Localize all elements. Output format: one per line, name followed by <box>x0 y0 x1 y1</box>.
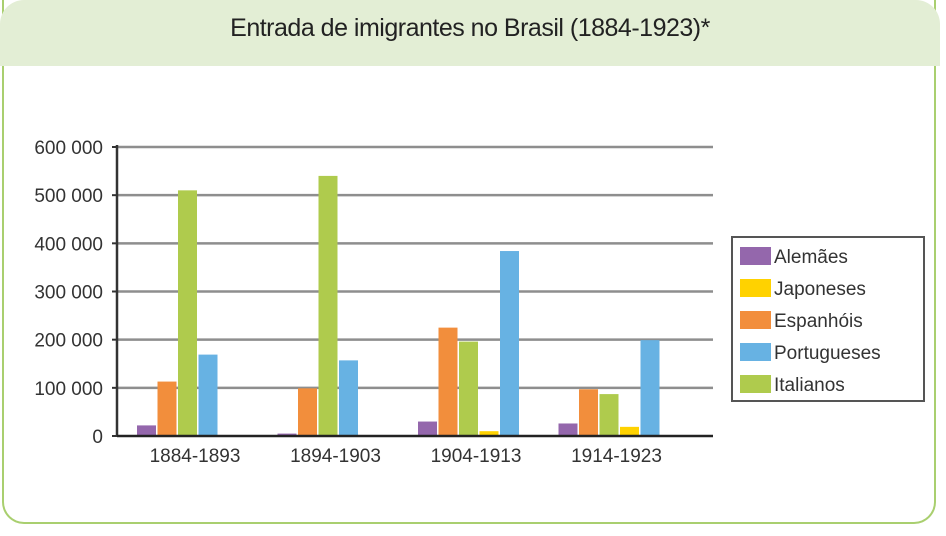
bar-alemães <box>418 421 437 436</box>
legend-label: Portugueses <box>774 343 881 364</box>
y-tick-label: 0 <box>92 427 103 448</box>
x-tick-label: 1884-1893 <box>150 446 241 467</box>
bar-alemães <box>558 423 578 436</box>
bar-italianos <box>318 175 338 436</box>
bar-italianos <box>178 190 197 436</box>
bar-italianos <box>599 394 619 436</box>
legend-label: Japoneses <box>774 279 866 300</box>
bar-portugueses <box>640 340 660 436</box>
legend-swatch <box>740 343 771 361</box>
y-tick-label: 300 000 <box>34 283 103 304</box>
y-tick-label: 200 000 <box>34 331 103 352</box>
legend-swatch <box>740 375 771 393</box>
y-tick-label: 500 000 <box>34 186 103 207</box>
legend-swatch <box>740 279 771 297</box>
legend-swatch <box>740 311 771 329</box>
bar-italianos <box>459 341 478 436</box>
chart-header: Entrada de imigrantes no Brasil (1884-19… <box>0 0 940 66</box>
x-tick-label: 1894-1903 <box>290 446 381 467</box>
bar-portugueses <box>500 251 519 436</box>
bar-portugueses <box>339 360 358 436</box>
y-tick-label: 100 000 <box>34 379 103 400</box>
bar-espanhóis <box>438 327 458 436</box>
legend-label: Espanhóis <box>774 311 863 332</box>
legend-label: Alemães <box>774 247 848 268</box>
y-tick-label: 600 000 <box>34 138 103 159</box>
bar-espanhóis <box>298 388 317 436</box>
bar-espanhóis <box>579 389 598 436</box>
bar-japoneses <box>479 431 499 436</box>
y-tick-label: 400 000 <box>34 234 103 255</box>
bar-espanhóis <box>157 381 177 436</box>
legend-swatch <box>740 247 771 265</box>
bar-japoneses <box>620 426 639 436</box>
bar-alemães <box>137 425 156 436</box>
chart-title: Entrada de imigrantes no Brasil (1884-19… <box>230 14 710 42</box>
chart-card <box>2 0 936 524</box>
x-tick-label: 1914-1923 <box>571 446 662 467</box>
x-tick-label: 1904-1913 <box>431 446 522 467</box>
bar-portugueses <box>198 354 218 436</box>
legend-label: Italianos <box>774 375 845 396</box>
